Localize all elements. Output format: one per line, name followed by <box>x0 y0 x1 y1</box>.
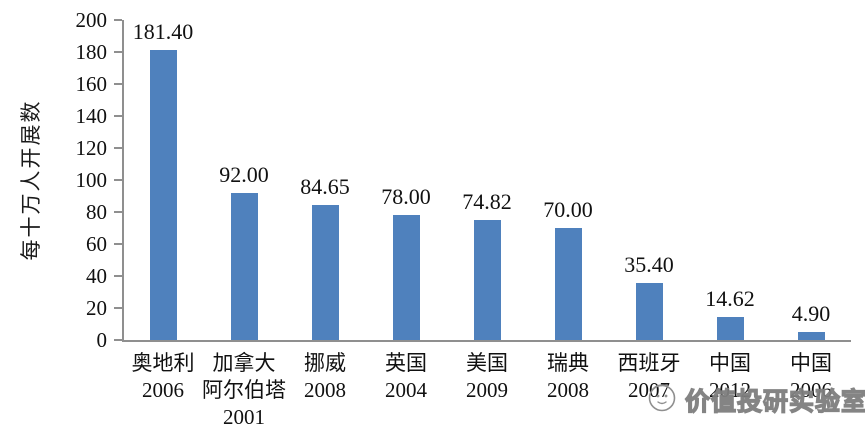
y-tick-label: 200 <box>75 8 108 32</box>
y-axis-title: 每十万人开展数 <box>19 99 43 261</box>
bar-value-label: 35.40 <box>624 252 674 278</box>
x-category-label: 中国 2012 <box>709 351 751 402</box>
bar <box>311 204 339 340</box>
bar-value-label: 181.40 <box>132 18 194 44</box>
y-tick-label: 120 <box>75 136 108 160</box>
y-tick <box>114 339 122 341</box>
y-tick <box>114 179 122 181</box>
y-tick <box>114 19 122 21</box>
bar-value-label: 14.62 <box>705 285 755 311</box>
bar-value-label: 74.82 <box>462 189 512 215</box>
bar <box>716 316 744 340</box>
bar <box>230 192 258 340</box>
bar <box>392 215 420 340</box>
y-tick-label: 180 <box>75 40 108 64</box>
bar <box>149 49 177 340</box>
x-category-label: 奥地利 2006 <box>131 351 195 402</box>
x-category-label: 挪威 2008 <box>304 351 346 402</box>
wechat-account-face-logo-icon <box>645 380 679 419</box>
y-tick <box>114 243 122 245</box>
watermark: 价值投研实验室 <box>645 380 865 419</box>
y-tick <box>114 307 122 309</box>
bar <box>635 283 663 340</box>
y-tick-label: 80 <box>86 200 107 224</box>
y-tick-label: 40 <box>86 264 107 288</box>
y-tick <box>114 83 122 85</box>
bar-value-label: 84.65 <box>300 173 350 199</box>
x-category-label: 美国 2009 <box>466 351 508 402</box>
y-tick-label: 60 <box>86 232 107 256</box>
y-tick <box>114 147 122 149</box>
y-tick-label: 20 <box>86 296 107 320</box>
x-category-label: 英国 2004 <box>385 351 427 402</box>
bar-value-label: 78.00 <box>381 184 431 210</box>
y-tick-label: 0 <box>96 328 108 352</box>
watermark-text: 价值投研实验室 <box>684 388 865 416</box>
y-tick <box>114 211 122 213</box>
bar <box>797 332 825 340</box>
bar <box>473 220 501 340</box>
y-tick-label: 140 <box>75 104 108 128</box>
y-tick <box>114 115 122 117</box>
y-tick-label: 100 <box>75 168 108 192</box>
x-axis-line <box>122 340 851 342</box>
bar <box>554 228 582 340</box>
bar-value-label: 70.00 <box>543 197 593 222</box>
y-tick <box>114 51 122 53</box>
x-category-label: 加拿大 阿尔伯塔 2001 <box>202 351 286 429</box>
y-axis-line <box>122 20 124 341</box>
y-tick-label: 160 <box>75 72 108 96</box>
y-tick <box>114 275 122 277</box>
x-category-label: 瑞典 2008 <box>547 351 589 402</box>
bar-value-label: 92.00 <box>219 161 269 187</box>
x-category-label: 中国 2006 <box>790 351 832 402</box>
bar-value-label: 4.90 <box>791 301 831 327</box>
